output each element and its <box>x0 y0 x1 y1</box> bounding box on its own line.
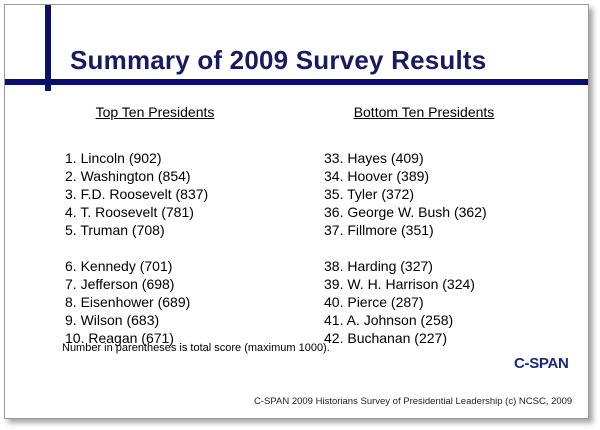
list-item: 4. T. Roosevelt (781) <box>65 204 194 220</box>
slide-frame: Summary of 2009 Survey Results <box>4 4 589 419</box>
footer-credit: C-SPAN 2009 Historians Survey of Preside… <box>254 396 573 407</box>
slide-title: Summary of 2009 Survey Results <box>70 45 487 75</box>
top-presidents-column: Top Ten Presidents 1. Lincoln (902) 2. W… <box>65 103 305 347</box>
list-item: 41. A. Johnson (258) <box>324 312 454 328</box>
list-item: 37. Fillmore (351) <box>324 222 434 238</box>
list-item: 1. Lincoln (902) <box>65 150 162 166</box>
list-item: 6. Kennedy (701) <box>65 258 173 274</box>
list-spacer <box>65 239 305 257</box>
list-item: 38. Harding (327) <box>324 258 433 274</box>
list-item: 5. Truman (708) <box>65 222 165 238</box>
list-item: 39. W. H. Harrison (324) <box>324 276 475 292</box>
bottom-presidents-column: Bottom Ten Presidents 33. Hayes (409) 34… <box>324 103 564 347</box>
bottom-presidents-list: 33. Hayes (409) 34. Hoover (389) 35. Tyl… <box>324 149 564 347</box>
score-note: Number in parentheses is total score (ma… <box>62 342 330 354</box>
cspan-logo: C-SPAN <box>514 355 569 372</box>
list-item: 36. George W. Bush (362) <box>324 204 487 220</box>
list-item: 34. Hoover (389) <box>324 168 430 184</box>
accent-bar-horizontal <box>5 79 588 85</box>
list-item: 35. Tyler (372) <box>324 186 415 202</box>
list-item: 40. Pierce (287) <box>324 294 424 310</box>
list-item: 10. Reagan (671) <box>65 330 174 346</box>
top-presidents-heading: Top Ten Presidents <box>95 104 215 120</box>
list-spacer <box>324 239 564 257</box>
list-item: 33. Hayes (409) <box>324 150 424 166</box>
list-item: 7. Jefferson (698) <box>65 276 175 292</box>
bottom-presidents-heading: Bottom Ten Presidents <box>353 104 495 120</box>
list-item: 9. Wilson (683) <box>65 312 160 328</box>
top-presidents-list: 1. Lincoln (902) 2. Washington (854) 3. … <box>65 149 305 347</box>
list-item: 2. Washington (854) <box>65 168 191 184</box>
accent-bar-vertical <box>45 5 51 91</box>
list-item: 8. Eisenhower (689) <box>65 294 191 310</box>
list-item: 42. Buchanan (227) <box>324 330 447 346</box>
list-item: 3. F.D. Roosevelt (837) <box>65 186 209 202</box>
